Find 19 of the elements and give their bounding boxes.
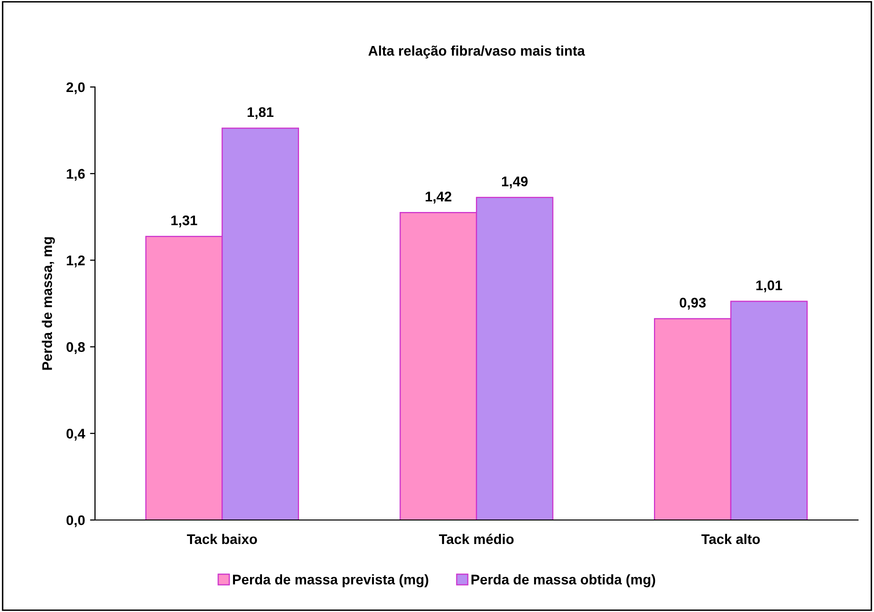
data-label: 0,93 <box>680 298 706 310</box>
y-tick-label: 0,4 <box>66 428 86 441</box>
data-label: 1,31 <box>171 215 198 228</box>
y-axis-title: Perda de massa, mg <box>42 237 55 370</box>
x-tick-label: Tack médio <box>438 534 514 544</box>
y-tick-label: 1,6 <box>66 168 85 181</box>
y-tick-label: 0,8 <box>66 342 85 354</box>
y-tick-label: 2,0 <box>66 82 85 94</box>
data-label: 1,01 <box>756 280 782 292</box>
data-label: 1,42 <box>426 192 452 204</box>
x-tick-label: Tack alto <box>701 534 760 544</box>
legend-label: Perda de massa obtida (mg) <box>472 574 656 588</box>
data-label: 1,49 <box>502 176 528 188</box>
chart-title: Alta relação fibra/vaso mais tinta <box>368 46 586 58</box>
legend-label: Perda de massa prevista (mg) <box>233 574 428 588</box>
data-label: 1,81 <box>248 107 274 120</box>
x-tick-label: Tack baixo <box>186 534 258 544</box>
y-tick-label: 0,0 <box>66 515 85 528</box>
y-tick-label: 1,2 <box>66 256 85 268</box>
